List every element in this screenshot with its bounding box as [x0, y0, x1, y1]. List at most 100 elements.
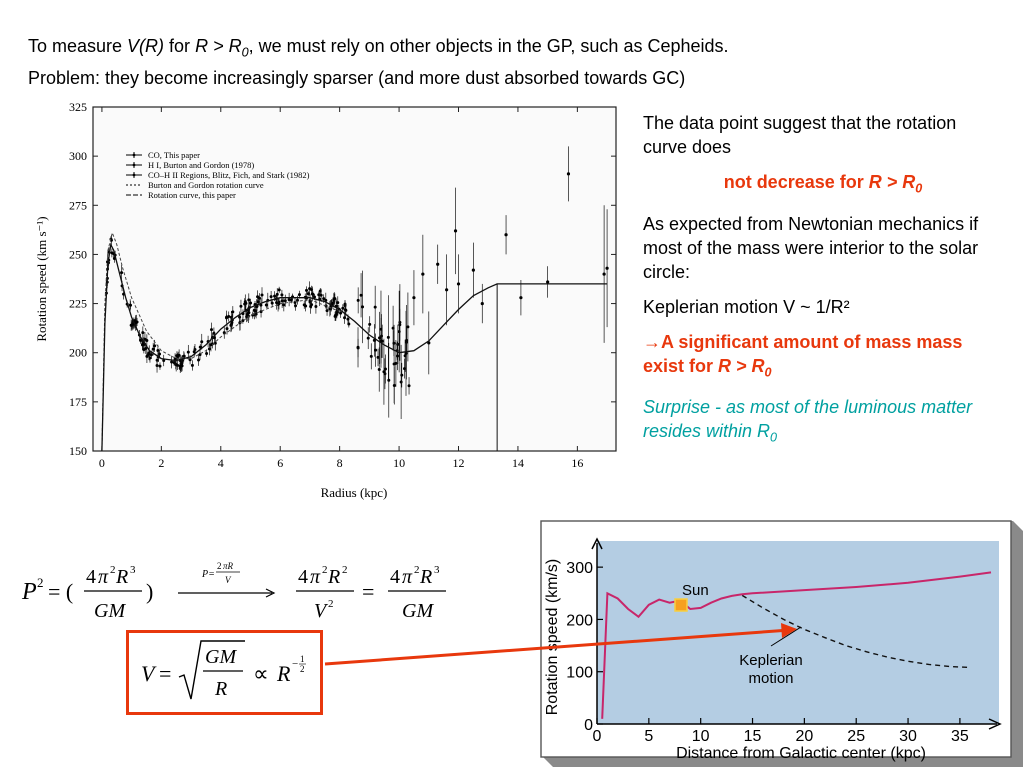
svg-text:GM: GM [94, 600, 126, 622]
data-point [190, 363, 194, 367]
data-point [225, 327, 229, 331]
data-point [145, 354, 149, 358]
svg-text:): ) [146, 579, 153, 604]
data-point [480, 301, 484, 306]
data-point [186, 350, 190, 354]
data-point [178, 364, 182, 368]
data-point [302, 303, 306, 307]
data-point [141, 331, 145, 335]
data-point [436, 262, 440, 266]
y-tick-label: 325 [69, 100, 87, 114]
data-point [180, 364, 184, 368]
x-tick-label: 4 [218, 456, 224, 470]
data-point [421, 272, 425, 276]
svg-text:GM: GM [205, 646, 237, 668]
data-point [170, 360, 174, 364]
svg-text:R: R [419, 566, 432, 588]
svg-text:V: V [141, 661, 157, 686]
x-tick-label: 6 [277, 456, 283, 470]
y-tick-label: 275 [69, 198, 87, 212]
text-fragment: not decrease for [723, 172, 869, 192]
svg-text:π: π [310, 566, 321, 588]
svg-text:2: 2 [322, 564, 328, 576]
text-fragment: R > R [868, 172, 916, 192]
text-fragment: A significant amount of mass mass exist … [643, 331, 963, 376]
data-point [249, 301, 253, 305]
svg-text:πR: πR [223, 561, 234, 571]
y-tick-label: 300 [566, 560, 593, 577]
data-point [445, 288, 449, 292]
text-keplerian: Keplerian motion V ~ 1/R² [643, 296, 850, 317]
keplerian-label-line-2: motion [748, 670, 793, 687]
data-point [129, 303, 133, 307]
data-point [602, 272, 606, 276]
svg-text:3: 3 [130, 564, 136, 576]
header-text: , we must rely on other objects in the G… [248, 36, 729, 56]
slide-header: To measure V(R) for R > R0, we must rely… [28, 34, 1008, 91]
data-point [361, 305, 365, 309]
data-point [230, 321, 234, 325]
data-point [456, 282, 461, 286]
data-point [309, 305, 313, 309]
arrow-icon: → [643, 331, 661, 352]
data-point [347, 322, 351, 326]
data-point [356, 345, 360, 349]
data-point [148, 356, 152, 360]
data-point [110, 251, 114, 255]
svg-text:2: 2 [414, 564, 420, 576]
data-point [343, 308, 347, 312]
data-point [319, 293, 323, 297]
data-point [145, 339, 149, 343]
data-point [192, 350, 196, 354]
data-point [346, 317, 350, 321]
data-point [162, 359, 166, 363]
plot-frame [92, 106, 617, 452]
text-fragment: 0 [915, 181, 923, 196]
data-point [356, 298, 360, 302]
svg-text:1: 1 [300, 654, 305, 664]
x-tick-label: 0 [99, 456, 105, 470]
data-point [252, 308, 256, 312]
data-point [209, 328, 213, 332]
x-axis-ticks: 0 2 4 6 8 10 12 14 16 [99, 107, 583, 470]
svg-text:GM: GM [402, 600, 434, 622]
text-surprise: Surprise - as most of the luminous matte… [643, 395, 1003, 450]
data-point [153, 344, 157, 348]
x-tick-label: 14 [512, 456, 524, 470]
data-point [471, 268, 475, 272]
observed-rotation-curve [601, 571, 992, 719]
data-point [332, 297, 336, 301]
svg-text:2: 2 [217, 561, 222, 571]
data-point [155, 358, 159, 362]
x-tick-label: 5 [644, 728, 653, 745]
data-point [369, 354, 373, 358]
y-tick-label: 250 [69, 247, 87, 261]
data-point [359, 293, 363, 297]
data-point [334, 313, 338, 317]
x-tick-label: 16 [571, 456, 583, 470]
data-point [280, 299, 284, 303]
data-point [257, 296, 261, 300]
data-points [104, 146, 609, 451]
velocity-equation-box: V = GM R ∝ R − 1 2 [126, 630, 323, 715]
data-point [244, 301, 248, 305]
data-point [283, 299, 287, 303]
data-point [269, 295, 273, 299]
data-point [306, 292, 310, 296]
y-tick-label: 100 [566, 665, 593, 682]
data-point [373, 305, 377, 309]
data-point [386, 335, 390, 339]
galactic-rotation-diagram: 0 100 200 300 0 5 10 15 20 25 30 35 Rotation speed… [540, 520, 1023, 767]
data-point [406, 325, 410, 329]
svg-text:4: 4 [298, 566, 308, 588]
data-point [139, 338, 143, 342]
svg-text:2: 2 [37, 575, 44, 590]
text-fragment: R > R [718, 355, 765, 376]
header-line-1: To measure V(R) for R > R0, we must rely… [28, 34, 1008, 66]
data-point [198, 345, 202, 349]
data-point [231, 310, 235, 314]
data-point [294, 304, 298, 308]
x-tick-label: 0 [593, 728, 602, 745]
x-axis-arrow [988, 718, 1002, 730]
text-not-decrease: not decrease for R > R0 [643, 170, 1003, 201]
